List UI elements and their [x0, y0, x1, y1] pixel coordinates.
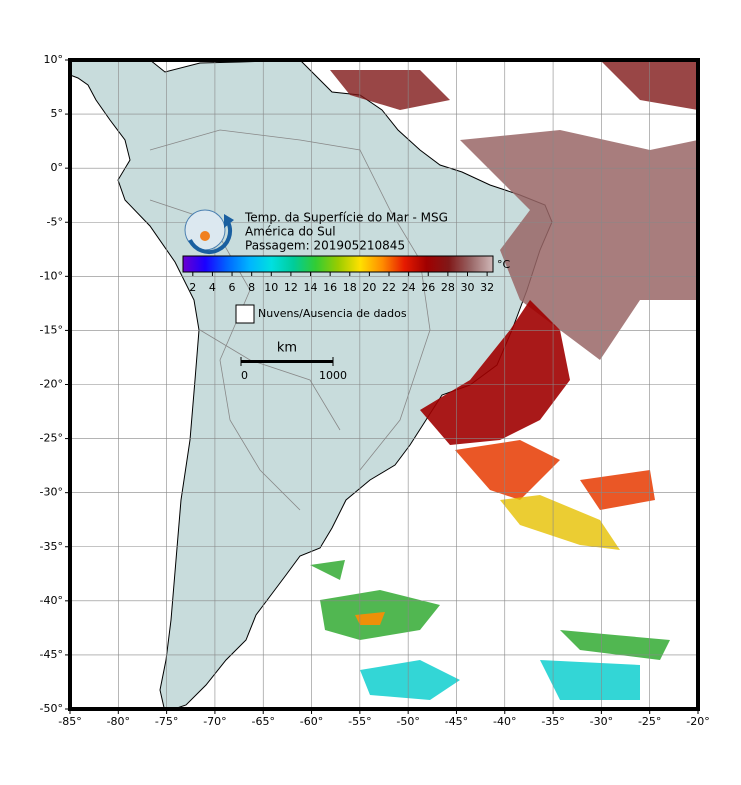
lat-tick-label: -10°: [40, 269, 63, 282]
colorbar-tick-label: 24: [402, 281, 416, 294]
lon-tick-label: -70°: [203, 715, 226, 728]
lat-tick-label: -5°: [47, 215, 63, 228]
lon-tick-label: -25°: [638, 715, 661, 728]
logo: [184, 209, 234, 254]
colorbar-tick-label: 28: [441, 281, 455, 294]
lon-tick-label: -80°: [107, 715, 130, 728]
lat-tick-label: -25°: [40, 432, 63, 445]
no-data-label: Nuvens/Ausencia de dados: [258, 307, 407, 320]
lat-tick-label: -45°: [40, 648, 63, 661]
legend-title: Passagem: 201905210845: [245, 239, 405, 253]
lat-tick-label: -35°: [40, 540, 63, 553]
colorbar: [182, 255, 494, 273]
lon-tick-label: -35°: [541, 715, 564, 728]
lon-tick-label: -65°: [251, 715, 274, 728]
colorbar-tick-label: 6: [229, 281, 236, 294]
lon-tick-label: -40°: [493, 715, 516, 728]
lon-tick-label: -45°: [445, 715, 468, 728]
scale-unit: km: [277, 341, 297, 356]
colorbar-tick-label: 14: [304, 281, 318, 294]
lat-tick-label: -30°: [40, 486, 63, 499]
colorbar-tick-label: 4: [209, 281, 216, 294]
colorbar-tick-label: 22: [382, 281, 396, 294]
legend-title: Temp. da Superfície do Mar - MSG: [244, 211, 448, 225]
lat-tick-label: 10°: [44, 53, 64, 66]
lat-tick-label: -40°: [40, 594, 63, 607]
lat-tick-label: 5°: [51, 107, 64, 120]
no-data-swatch: [235, 304, 255, 324]
colorbar-tick-label: 30: [460, 281, 474, 294]
lat-tick-label: -15°: [40, 323, 63, 336]
lon-tick-label: -75°: [155, 715, 178, 728]
scale-bar: [241, 360, 333, 363]
lat-tick-label: 0°: [51, 161, 64, 174]
colorbar-tick-label: 10: [264, 281, 278, 294]
lon-tick-label: -30°: [590, 715, 613, 728]
lon-tick-label: -20°: [686, 715, 709, 728]
scale-tick-label: 1000: [319, 369, 347, 382]
colorbar-tick-label: 18: [343, 281, 357, 294]
colorbar-tick-label: 2: [189, 281, 196, 294]
colorbar-tick-label: 20: [362, 281, 376, 294]
lat-tick-label: -50°: [40, 702, 63, 715]
lat-tick-label: -20°: [40, 378, 63, 391]
legend-title: América do Sul: [245, 225, 336, 239]
lon-tick-label: -85°: [58, 715, 81, 728]
sst-patches: [310, 60, 698, 700]
colorbar-tick-label: 26: [421, 281, 435, 294]
colorbar-tick-label: 16: [323, 281, 337, 294]
lon-tick-label: -60°: [300, 715, 323, 728]
colorbar-tick-label: 32: [480, 281, 494, 294]
colorbar-unit: °C: [497, 258, 511, 271]
lon-tick-label: -50°: [396, 715, 419, 728]
lon-tick-label: -55°: [348, 715, 371, 728]
colorbar-tick-label: 12: [284, 281, 298, 294]
colorbar-tick-label: 8: [248, 281, 255, 294]
scale-tick-label: 0: [241, 369, 248, 382]
